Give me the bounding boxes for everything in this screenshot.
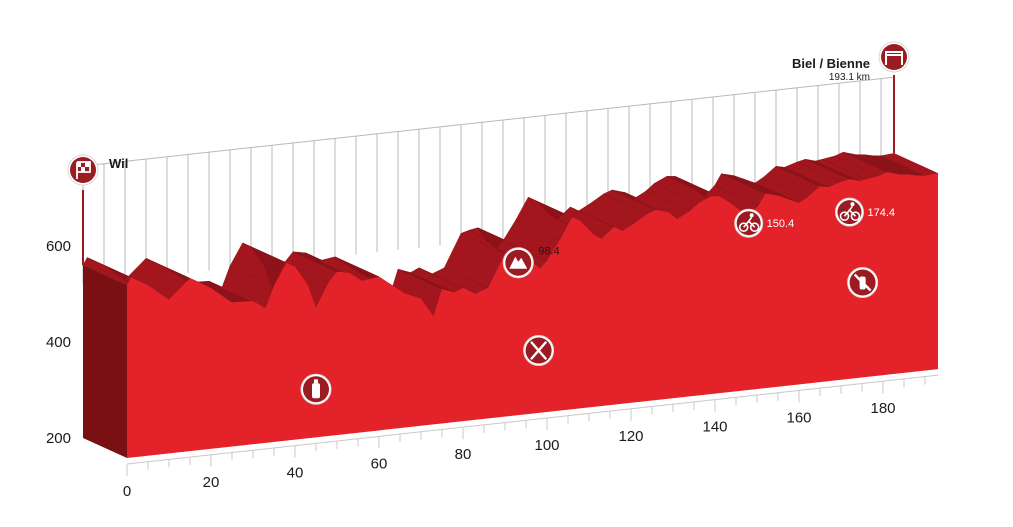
x-tick-label: 180: [870, 400, 895, 417]
grid-top-line: [82, 76, 895, 167]
y-tick-label: 200: [46, 430, 71, 447]
cutlery: [530, 341, 547, 360]
sprint-km-label: 174.4: [867, 207, 895, 219]
x-tick-label: 80: [455, 446, 472, 463]
x-tick-label: 60: [371, 455, 388, 472]
x-tick-label: 20: [203, 474, 220, 491]
bike-sprint-icon: [734, 208, 764, 238]
bike-sprint-icon: [834, 197, 864, 227]
fork-knife-icon: [523, 335, 555, 367]
wheel: [749, 222, 760, 233]
climb-km-label: 98.4: [538, 246, 559, 258]
x-tick-label: 140: [702, 419, 727, 436]
bike-sprint-icon-disc: [736, 211, 761, 236]
bottle-body: [312, 383, 320, 399]
y-axis: 200 400 600: [46, 238, 71, 447]
y-tick-label: 400: [46, 334, 71, 351]
x-tick-label: 40: [287, 465, 304, 482]
profile-side-face: [83, 265, 127, 458]
finish-arch-icon-disc: [881, 44, 908, 70]
mountain-shape: [509, 256, 528, 269]
rider-head: [850, 202, 855, 207]
x-tick-label: 120: [618, 428, 643, 445]
x-tick-label: 0: [123, 483, 131, 500]
x-tick-label: 160: [786, 409, 811, 426]
wheel: [850, 211, 861, 221]
x-axis-line: [126, 374, 939, 465]
finish-distance: 193.1 km: [829, 72, 870, 83]
start-label: Wil: [109, 156, 128, 171]
bike-sprint-icon-disc: [837, 200, 862, 225]
start-flag-icon: [67, 154, 99, 186]
sprint-km-label: 150.4: [767, 218, 795, 230]
bottle-cap: [314, 379, 318, 384]
frame: [843, 205, 857, 217]
bottle-icon: [300, 373, 332, 405]
check: [77, 162, 81, 167]
no-bottle-icon: [847, 267, 879, 299]
rider-head: [749, 213, 754, 218]
finish-label: Biel / Bienne: [792, 56, 870, 71]
wheel: [738, 222, 749, 233]
y-tick-label: 600: [46, 238, 71, 255]
mountain-icon: [502, 247, 534, 279]
arch: [885, 51, 904, 65]
check: [85, 162, 89, 167]
finish-arch-icon: [878, 41, 910, 73]
check: [81, 167, 85, 172]
strike: [853, 273, 872, 292]
wheel: [839, 211, 850, 221]
frame: [743, 216, 756, 228]
x-tick-label: 100: [534, 437, 559, 454]
elevation-profile: [82, 151, 939, 458]
x-axis: 0 20 40 60 80 100 120 140 160 180: [123, 374, 939, 500]
